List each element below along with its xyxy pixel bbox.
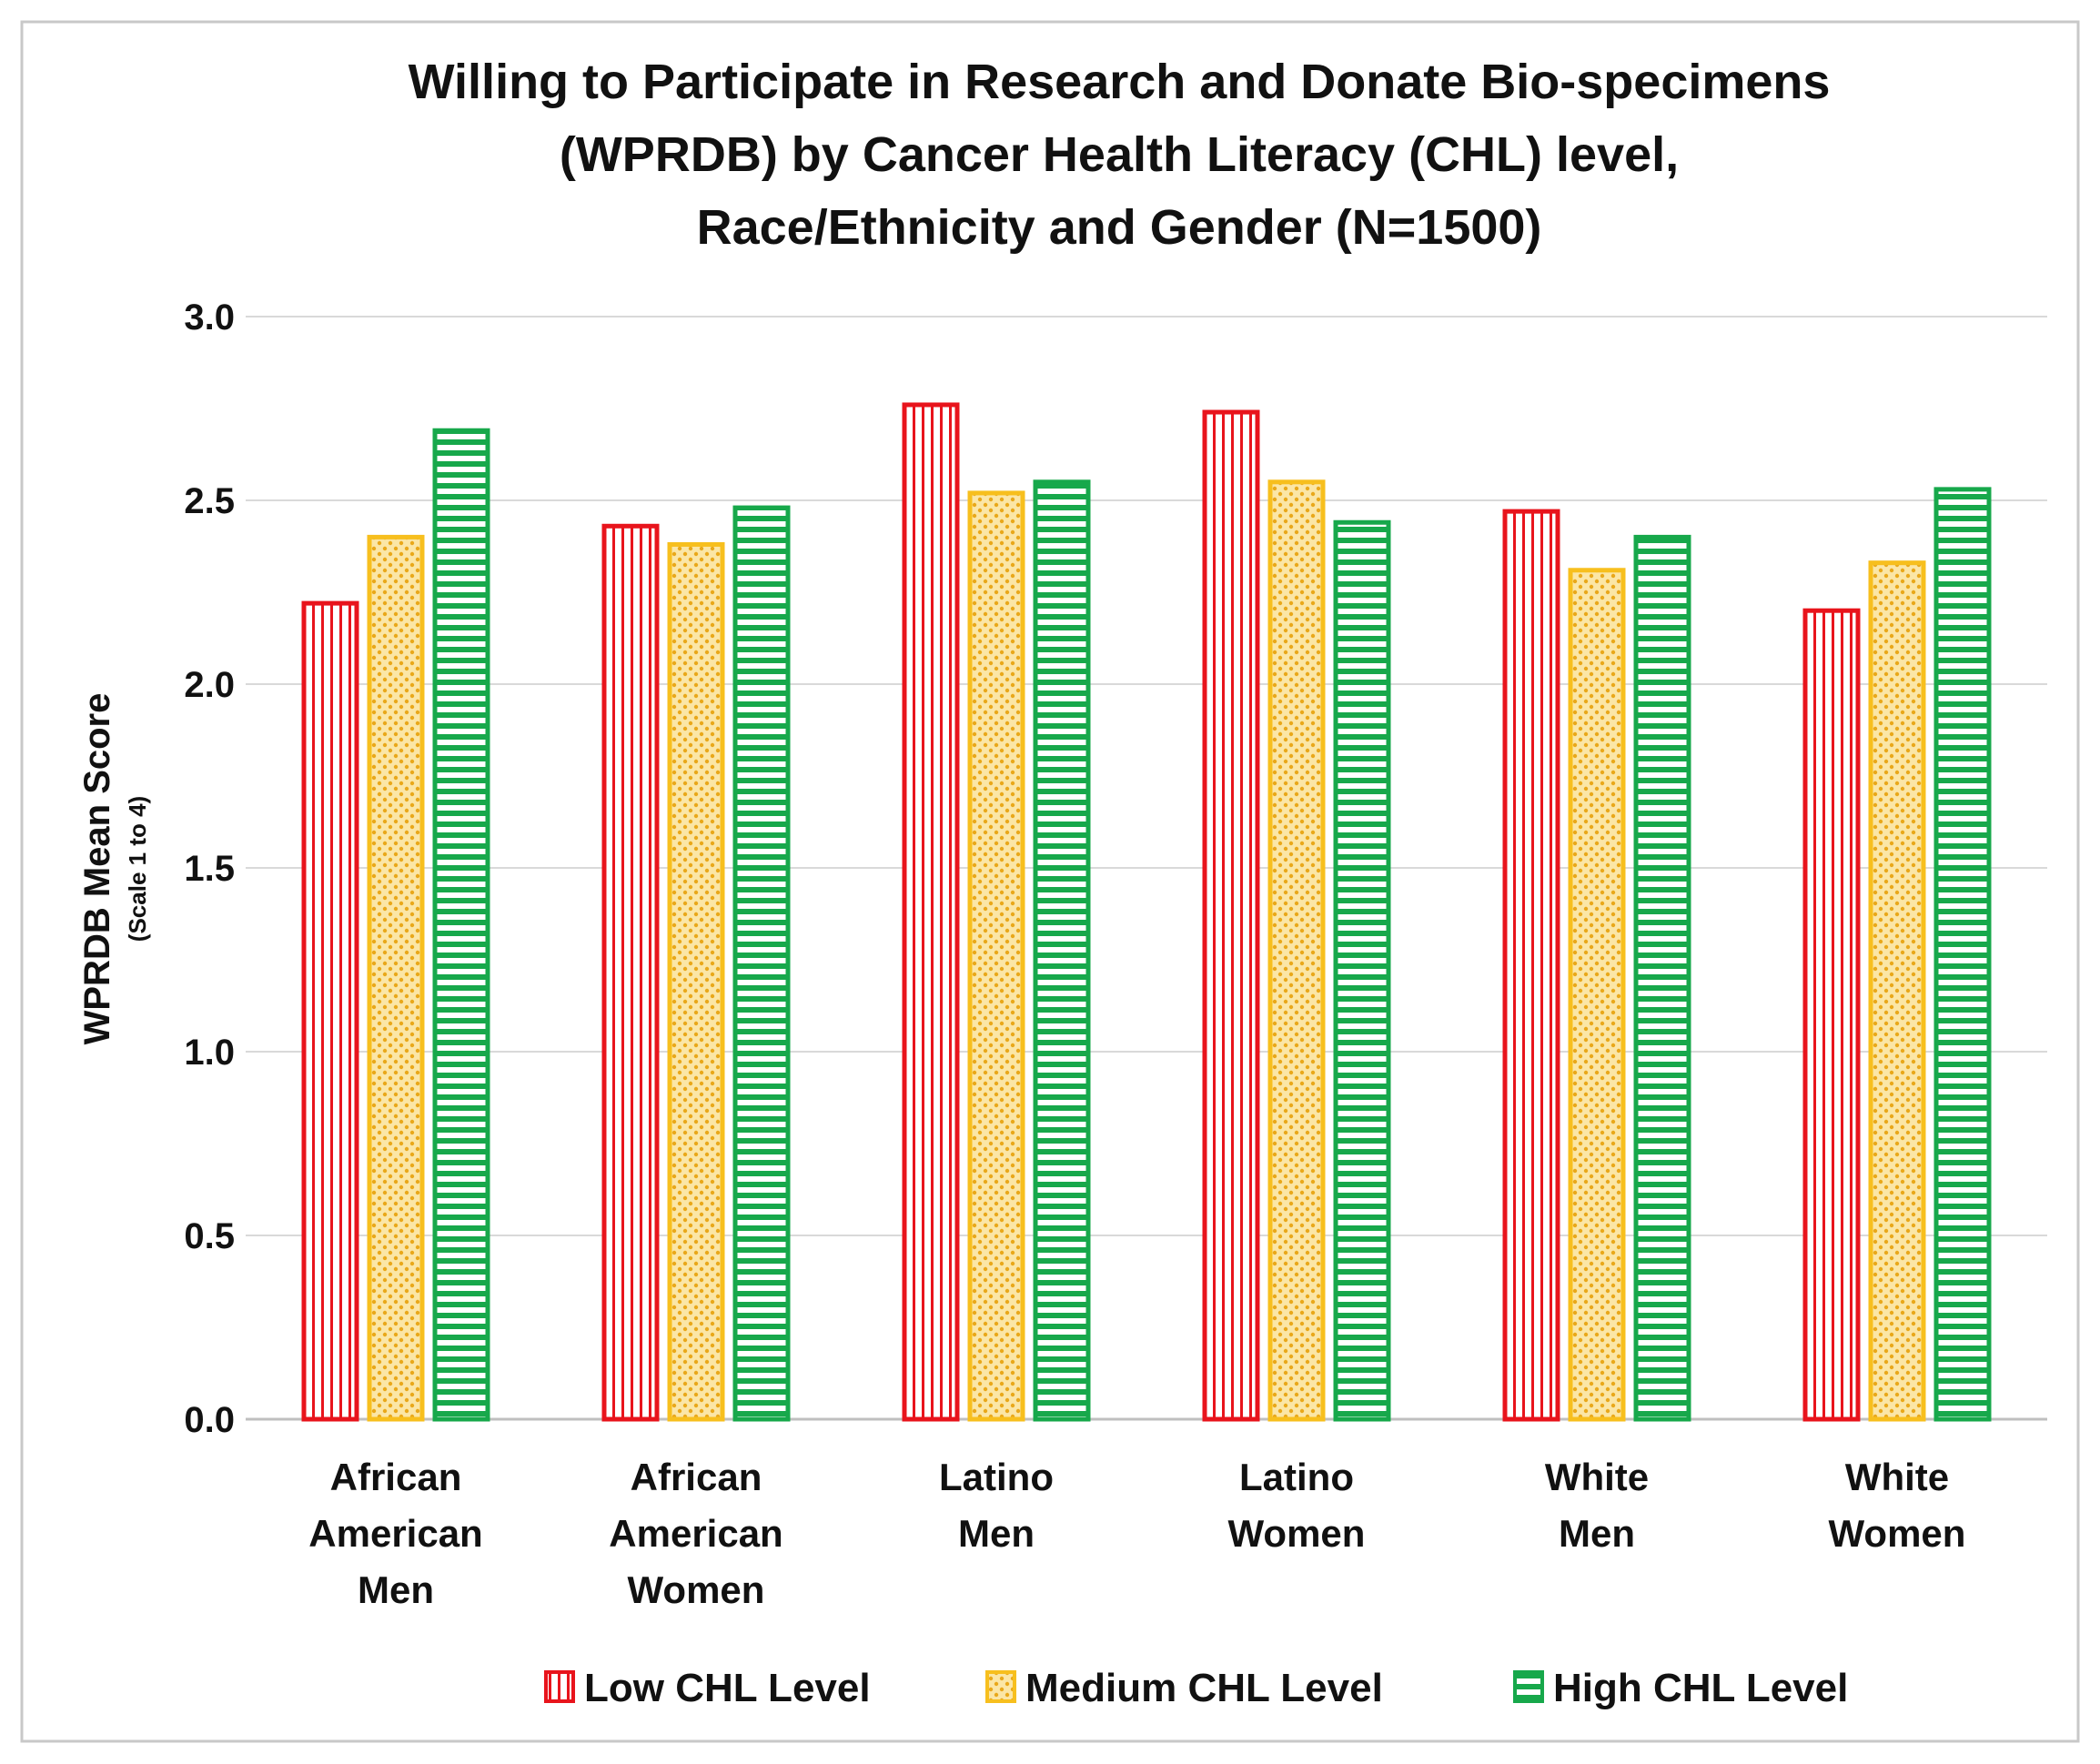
y-axis-subtitle: (Scale 1 to 4) xyxy=(124,796,151,942)
legend-swatch-1 xyxy=(985,1670,1016,1703)
chart-title-line-2: (WPRDB) by Cancer Health Literacy (CHL) … xyxy=(560,127,1679,182)
legend-label-1: Medium CHL Level xyxy=(1025,1666,1383,1710)
bar-low-chl-level-5 xyxy=(1802,608,1861,1422)
x-category-label: Women xyxy=(1829,1512,1966,1555)
bar-medium-chl-level-1 xyxy=(667,541,725,1422)
legend: Low CHL Level Medium CHL Level High CHL Le… xyxy=(544,1666,1848,1710)
gridlines xyxy=(246,316,2047,1421)
y-axis-ticks: 0.0 0.5 1.0 1.5 2.0 2.5 3.0 xyxy=(184,297,235,1440)
y-axis-label: WPRDB Mean Score (Scale 1 to 4) xyxy=(77,693,151,1045)
y-tick-label: 2.0 xyxy=(184,665,235,705)
bar-low-chl-level-4 xyxy=(1502,509,1560,1422)
bar-high-chl-level-3 xyxy=(1333,519,1391,1422)
y-tick-label: 2.5 xyxy=(184,481,235,521)
x-category-label: Men xyxy=(958,1512,1035,1555)
x-category-label: Latino xyxy=(939,1456,1054,1498)
bar-low-chl-level-3 xyxy=(1202,409,1260,1422)
x-category-label: Men xyxy=(358,1568,434,1611)
x-category-label: Latino xyxy=(1239,1456,1354,1498)
y-tick-label: 0.5 xyxy=(184,1216,235,1256)
bar-low-chl-level-0 xyxy=(301,600,359,1422)
legend-swatch-0 xyxy=(544,1670,575,1703)
legend-label-0: Low CHL Level xyxy=(584,1666,871,1710)
legend-swatch-2 xyxy=(1513,1670,1544,1703)
y-tick-label: 0.0 xyxy=(184,1400,235,1440)
x-category-label: American xyxy=(308,1512,482,1555)
bar-medium-chl-level-0 xyxy=(367,534,425,1422)
bar-medium-chl-level-2 xyxy=(967,490,1025,1422)
y-axis-title: WPRDB Mean Score xyxy=(77,693,117,1045)
bar-medium-chl-level-3 xyxy=(1267,479,1326,1422)
x-category-label: Men xyxy=(1559,1512,1635,1555)
bar-low-chl-level-2 xyxy=(902,402,960,1422)
bar-high-chl-level-5 xyxy=(1933,487,1992,1422)
x-category-label: White xyxy=(1545,1456,1649,1498)
x-category-label: American xyxy=(609,1512,782,1555)
bar-low-chl-level-1 xyxy=(601,523,660,1422)
y-tick-label: 1.5 xyxy=(184,849,235,889)
bar-high-chl-level-2 xyxy=(1033,479,1091,1422)
bar-high-chl-level-4 xyxy=(1633,534,1691,1422)
chart-title-line-1: Willing to Participate in Research and D… xyxy=(409,55,1831,109)
bars xyxy=(301,402,1992,1422)
x-category-label: African xyxy=(631,1456,762,1498)
x-category-label: Women xyxy=(1228,1512,1366,1555)
y-tick-label: 3.0 xyxy=(184,297,235,338)
x-axis-categories: African American Men African American Women La… xyxy=(308,1456,1965,1611)
x-category-label: African xyxy=(330,1456,462,1498)
bar-high-chl-level-1 xyxy=(732,505,791,1422)
x-category-label: White xyxy=(1845,1456,1949,1498)
y-tick-label: 1.0 xyxy=(184,1033,235,1073)
bar-medium-chl-level-5 xyxy=(1868,560,1926,1422)
legend-label-2: High CHL Level xyxy=(1553,1666,1848,1710)
chart-title-line-3: Race/Ethnicity and Gender (N=1500) xyxy=(697,200,1542,255)
x-category-label: Women xyxy=(628,1568,765,1611)
chart-title: Willing to Participate in Research and D… xyxy=(409,55,1831,255)
bar-medium-chl-level-4 xyxy=(1568,568,1626,1422)
bar-high-chl-level-0 xyxy=(432,428,490,1422)
